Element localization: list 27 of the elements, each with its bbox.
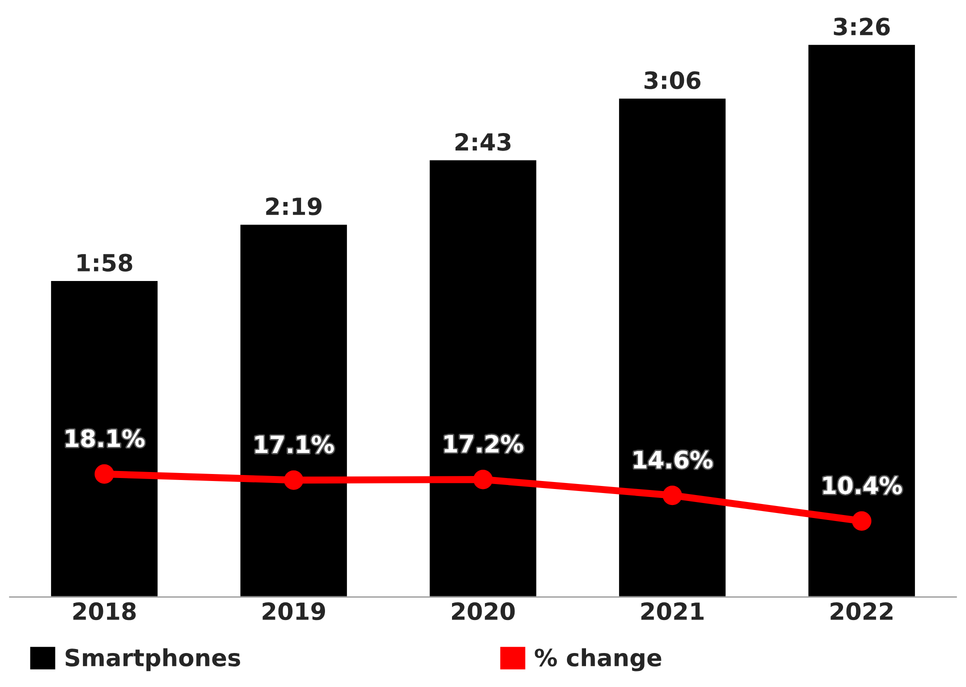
bar [618, 97, 727, 598]
legend-label: % change [534, 648, 662, 672]
point [94, 464, 114, 484]
bar [428, 158, 538, 598]
x-tick-label: 2021 [641, 602, 704, 620]
data-label: 17.2% [444, 434, 524, 453]
data-label: 2:19 [266, 197, 322, 216]
data-label: 18.1% [66, 429, 145, 448]
point [852, 511, 872, 531]
legend-label: Smartphones [66, 648, 240, 672]
data-label: 1:58 [78, 254, 132, 272]
x-tick-label: 2018 [73, 602, 136, 620]
data-label: 10.4% [823, 476, 902, 494]
data-label: 14.6% [634, 450, 713, 469]
data-label: 17.1% [255, 435, 334, 454]
bar [50, 280, 159, 598]
point [473, 470, 493, 490]
data-label: 3:06 [644, 71, 700, 90]
data-label: 3:26 [834, 18, 890, 36]
point [662, 486, 682, 506]
x-tick-label: 2022 [830, 602, 892, 620]
x-tick-label: 2019 [262, 602, 326, 620]
bar [239, 223, 348, 598]
point [284, 470, 304, 490]
x-tick-label: 2020 [452, 602, 515, 620]
bar [807, 44, 916, 598]
data-label: 2:43 [456, 133, 510, 151]
